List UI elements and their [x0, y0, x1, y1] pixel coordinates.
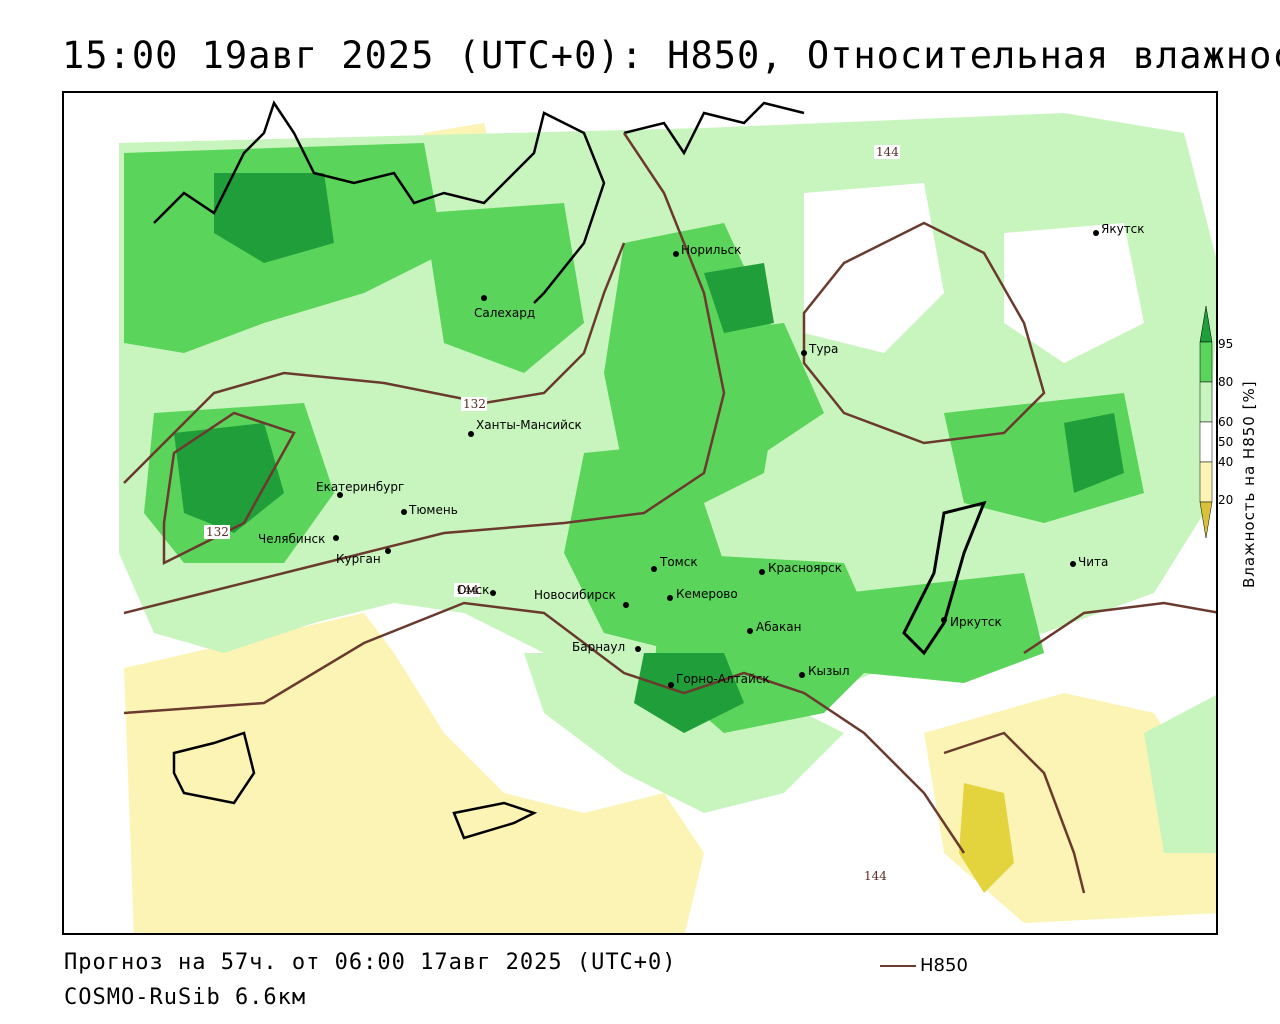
- city-label: Иркутск: [950, 615, 1002, 629]
- city-label: Якутск: [1101, 222, 1145, 236]
- map-canvas: 144 132 132 144 144 Якутск Норильск Сале…: [119, 100, 1216, 933]
- colorbar-bottom-arrow: [1199, 501, 1213, 539]
- humidity-colorbar: 95 80 60 50 40 20: [1199, 305, 1233, 539]
- colorbar-swatch: [1199, 421, 1213, 463]
- city-label: Норильск: [681, 243, 741, 257]
- colorbar-tick: 95: [1218, 337, 1233, 351]
- city-label: Кызыл: [808, 664, 850, 678]
- city-label: Барнаул: [572, 640, 625, 654]
- colorbar-swatch: [1199, 341, 1213, 383]
- city-label: Омск: [457, 583, 489, 597]
- contour-label: 144: [456, 583, 479, 597]
- city-label: Челябинск: [258, 532, 325, 546]
- contour-label: 144: [864, 869, 887, 883]
- colorbar-tick: 80: [1218, 375, 1233, 389]
- cities: Якутск Норильск Салехард Тура Ханты-Манс…: [258, 222, 1145, 688]
- city-label: Новосибирск: [534, 588, 616, 602]
- colorbar-tick: 50: [1218, 435, 1233, 449]
- humidity-map: 144 132 132 144 144 Якутск Норильск Сале…: [62, 91, 1218, 935]
- city-label: Курган: [336, 552, 381, 566]
- colorbar-tick: 60: [1218, 415, 1233, 429]
- very-wet-areas: [174, 173, 1124, 733]
- city-label: Салехард: [474, 306, 535, 320]
- city-label: Ханты-Мансийск: [476, 418, 582, 432]
- city-label: Томск: [659, 555, 698, 569]
- forecast-info: Прогноз на 57ч. от 06:00 17авг 2025 (UTC…: [64, 950, 677, 975]
- contour-label: 144: [876, 145, 899, 159]
- contour-labels: 144 132 132 144 144: [204, 145, 900, 883]
- city-label: Чита: [1078, 555, 1108, 569]
- city-label: Горно-Алтайск: [676, 672, 770, 686]
- coastlines: [153, 100, 987, 840]
- city-label: Красноярск: [768, 561, 842, 575]
- contour-legend-label: H850: [920, 955, 968, 976]
- contour-label: 132: [206, 525, 229, 539]
- colorbar-title: Влажность на H850 [%]: [1240, 380, 1258, 588]
- colorbar-swatch: [1199, 461, 1213, 503]
- colorbar-tick: 40: [1218, 455, 1233, 469]
- contour-legend: H850: [880, 955, 968, 976]
- map-title: 15:00 19авг 2025 (UTC+0): H850, Относите…: [62, 34, 1280, 77]
- city-label: Екатеринбург: [316, 480, 404, 494]
- h850-contours: [123, 132, 1216, 894]
- model-name: COSMO-RuSib 6.6км: [64, 985, 307, 1010]
- contour-label: 132: [463, 397, 486, 411]
- city-label: Тюмень: [408, 503, 458, 517]
- city-label: Кемерово: [676, 587, 738, 601]
- contour-line-swatch: [880, 965, 916, 967]
- colorbar-tick: 20: [1218, 493, 1233, 507]
- colorbar-swatch: [1199, 381, 1213, 423]
- city-label: Тура: [808, 342, 838, 356]
- colorbar-top-arrow: [1199, 305, 1213, 343]
- city-label: Абакан: [756, 620, 801, 634]
